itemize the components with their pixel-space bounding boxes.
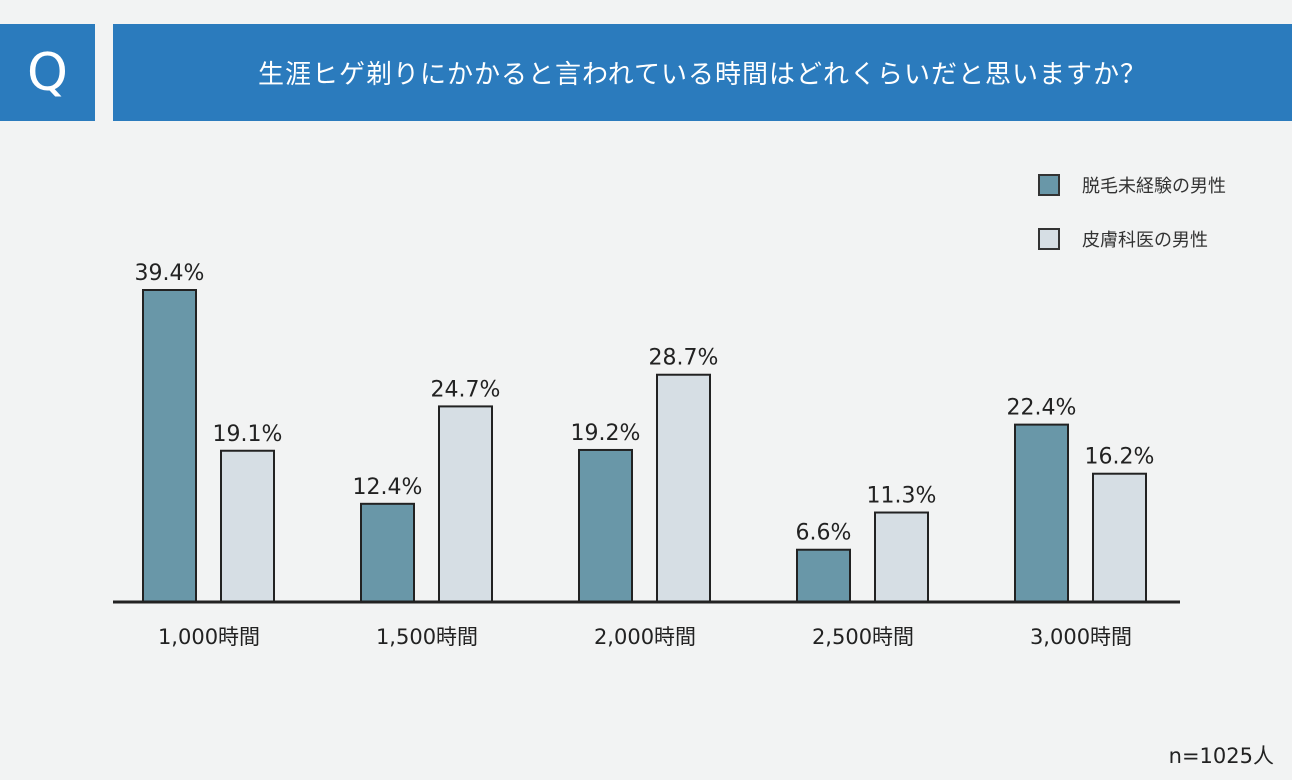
bar-series1-3 xyxy=(796,548,851,603)
bar-label-series1-2: 19.2% xyxy=(571,421,641,446)
bar-label-series1-0: 39.4% xyxy=(135,261,205,286)
legend-item-series2: 皮膚科医の男性 xyxy=(1038,224,1226,254)
category-label-2: 2,000時間 xyxy=(594,625,696,649)
category-label-3: 2,500時間 xyxy=(812,625,914,649)
bar-series1-2 xyxy=(578,448,633,603)
bar-series2-2 xyxy=(656,373,711,603)
bar-label-series1-1: 12.4% xyxy=(353,475,423,500)
question-banner: 生涯ヒゲ剃りにかかると言われている時間はどれくらいだと思いますか？ xyxy=(113,24,1292,121)
bar-series2-4 xyxy=(1092,472,1147,603)
bar-series1-1 xyxy=(360,502,415,603)
bar-label-series2-0: 19.1% xyxy=(213,422,283,447)
sample-size: n=1025人 xyxy=(1168,744,1274,768)
category-label-0: 1,000時間 xyxy=(158,625,260,649)
bar-label-series2-3: 11.3% xyxy=(867,484,937,509)
legend-label-series2: 皮膚科医の男性 xyxy=(1082,230,1208,251)
bar-label-series1-4: 22.4% xyxy=(1007,396,1077,421)
bar-series1-4 xyxy=(1014,423,1069,603)
bar-label-series2-1: 24.7% xyxy=(431,377,501,402)
legend-label-series1: 脱毛未経験の男性 xyxy=(1082,176,1226,197)
bar-series2-0 xyxy=(220,449,275,604)
question-text: 生涯ヒゲ剃りにかかると言われている時間はどれくらいだと思いますか？ xyxy=(258,60,1147,90)
category-label-1: 1,500時間 xyxy=(376,625,478,649)
bar-label-series2-4: 16.2% xyxy=(1085,445,1155,470)
bar-series1-0 xyxy=(142,289,197,603)
chart-legend: 脱毛未経験の男性 皮膚科医の男性 xyxy=(1038,170,1226,278)
question-badge: Q xyxy=(0,24,95,121)
bar-label-series2-2: 28.7% xyxy=(649,346,719,371)
category-label-4: 3,000時間 xyxy=(1030,625,1132,649)
legend-swatch-series2 xyxy=(1038,228,1060,250)
question-badge-label: Q xyxy=(27,42,68,103)
legend-swatch-series1 xyxy=(1038,174,1060,196)
bar-label-series1-3: 6.6% xyxy=(796,521,852,546)
bar-series2-3 xyxy=(874,511,929,603)
legend-item-series1: 脱毛未経験の男性 xyxy=(1038,170,1226,200)
bar-series2-1 xyxy=(438,405,493,603)
